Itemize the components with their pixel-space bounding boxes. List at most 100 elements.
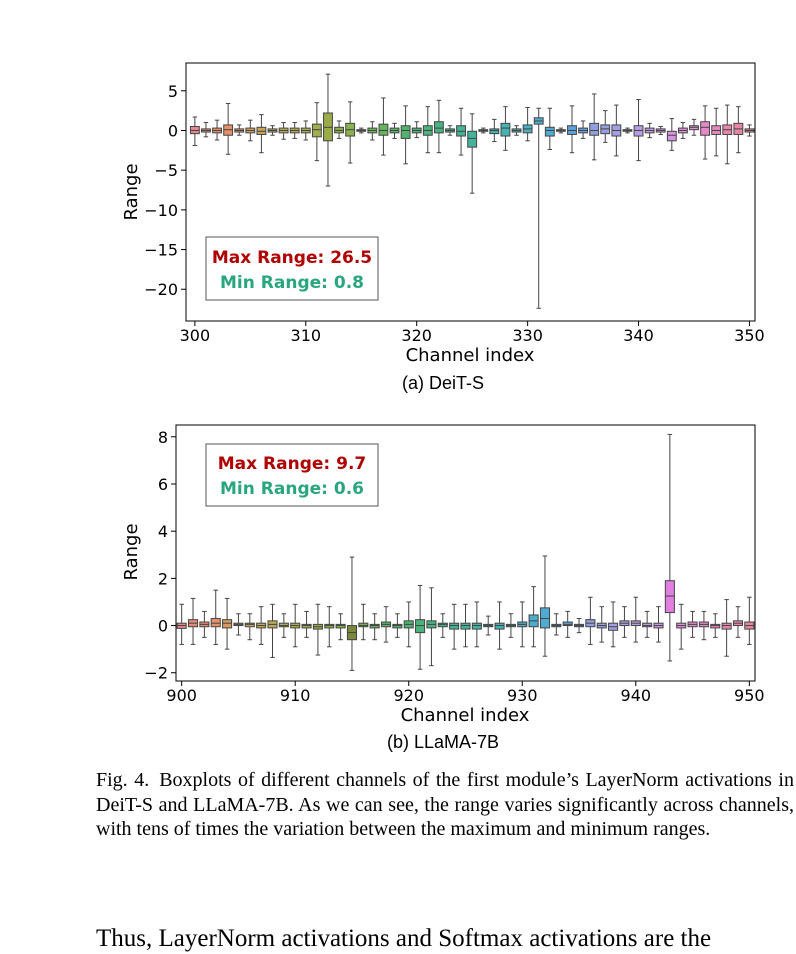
y-tick-label-a: −5	[154, 161, 178, 180]
box-b-ch948	[721, 599, 732, 657]
y-tick-label-b: 6	[158, 475, 168, 494]
box-b-ch933	[551, 613, 562, 636]
box-b-ch923	[437, 613, 448, 638]
box-a-ch312	[323, 73, 333, 187]
box-a-ch343	[666, 118, 677, 151]
box-a-ch303	[223, 102, 234, 155]
legend-box-b: Max Range: 9.7 Min Range: 0.6	[205, 443, 379, 507]
box-a-ch331	[533, 107, 544, 309]
box-b-ch916	[358, 603, 369, 641]
box-b-ch918	[380, 606, 392, 643]
box-a-ch329	[511, 125, 522, 136]
box-b-ch908	[267, 603, 278, 658]
x-tick-label-a: 340	[623, 326, 654, 345]
box-body	[437, 622, 448, 628]
box-b-ch949	[732, 606, 744, 638]
box-a-ch300	[189, 116, 200, 147]
figure-caption: Fig. 4. Boxplots of different channels o…	[96, 769, 794, 840]
box-body	[544, 126, 555, 137]
box-b-ch934	[562, 610, 573, 638]
box-body	[494, 622, 505, 630]
box-b-ch946	[698, 610, 709, 641]
legend-frame-a	[205, 236, 379, 301]
box-body	[358, 622, 369, 628]
box-b-ch926	[471, 601, 482, 648]
box-a-ch337	[600, 110, 611, 143]
box-body	[400, 125, 411, 139]
box-b-ch924	[449, 603, 460, 650]
box-body	[710, 623, 721, 629]
box-b-ch942	[653, 606, 664, 643]
x-tick-label-a: 320	[401, 326, 432, 345]
x-tick-label-b: 910	[280, 686, 311, 705]
box-b-ch902	[199, 610, 210, 638]
box-a-ch306	[256, 114, 267, 154]
box-a-ch304	[234, 124, 245, 136]
x-tick-label-b: 930	[507, 686, 538, 705]
box-body	[415, 619, 426, 634]
box-a-ch315	[356, 127, 367, 134]
box-b-ch919	[392, 613, 403, 638]
box-body	[222, 619, 233, 629]
subcaption-b: (b) LLaMA-7B	[387, 732, 499, 752]
box-a-ch327	[489, 118, 500, 143]
box-b-ch928	[494, 601, 505, 650]
box-a-ch346	[700, 105, 711, 160]
box-b-ch905	[233, 613, 244, 636]
legend-box-a: Max Range: 26.5 Min Range: 0.8	[205, 236, 379, 301]
box-a-ch347	[711, 107, 722, 157]
box-body	[700, 121, 711, 136]
x-tick-label-b: 900	[166, 686, 197, 705]
x-axis-label-a: Channel index	[406, 345, 535, 366]
box-b-ch913	[324, 606, 335, 648]
box-b-ch903	[210, 589, 221, 645]
box-b-ch911	[301, 610, 312, 638]
y-tick-label-b: −2	[144, 664, 168, 683]
box-body	[664, 580, 675, 614]
chart-deit-s: Range Channel index (a) DeiT-S 300 310 320…	[121, 62, 765, 393]
box-a-ch335	[578, 120, 589, 139]
box-b-ch940	[630, 596, 641, 643]
legend-min-range-a: Min Range: 0.8	[220, 273, 364, 293]
box-b-ch912	[312, 603, 323, 656]
box-a-ch324	[456, 107, 467, 156]
chart-llama-7b: Range Channel index (b) LLaMA-7B 900 910 9…	[121, 424, 765, 752]
box-b-ch910	[290, 603, 301, 648]
box-b-ch931	[528, 586, 539, 648]
y-tick-label-b: 2	[158, 569, 168, 588]
box-b-ch929	[505, 613, 516, 638]
box-b-ch944	[676, 603, 687, 650]
box-body	[589, 122, 600, 136]
box-a-ch307	[267, 125, 278, 136]
box-b-ch906	[244, 613, 255, 641]
box-b-ch939	[619, 606, 630, 638]
box-a-ch321	[422, 106, 433, 154]
box-b-ch930	[517, 601, 528, 648]
box-a-ch302	[212, 119, 222, 141]
box-a-ch323	[445, 125, 455, 136]
box-body	[471, 622, 482, 630]
box-b-ch932	[539, 555, 551, 657]
box-a-ch305	[245, 119, 256, 142]
box-b-ch947	[710, 613, 721, 638]
y-tick-label-b: 4	[158, 522, 168, 541]
box-body	[467, 130, 478, 148]
box-a-ch311	[311, 102, 322, 162]
box-body	[433, 121, 444, 134]
box-a-ch301	[201, 122, 211, 138]
box-body	[335, 623, 346, 629]
y-tick-label-b: 8	[158, 428, 168, 447]
box-a-ch344	[677, 122, 688, 139]
box-a-ch318	[389, 122, 400, 139]
y-tick-label-a: −20	[144, 280, 178, 299]
box-a-ch336	[589, 93, 600, 161]
box-b-ch917	[369, 613, 380, 641]
box-a-ch317	[378, 97, 389, 156]
box-body	[642, 622, 653, 628]
box-a-ch310	[300, 120, 311, 141]
y-tick-label-a: 0	[168, 121, 178, 140]
box-b-ch901	[187, 597, 199, 645]
box-a-ch326	[478, 127, 489, 134]
box-body	[721, 622, 732, 630]
x-axis-label-b: Channel index	[401, 705, 530, 726]
